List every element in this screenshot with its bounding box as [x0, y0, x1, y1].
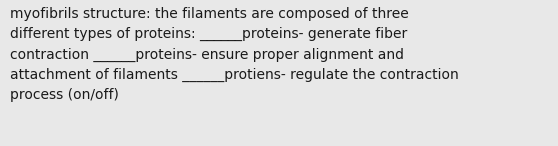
- Text: myofibrils structure: the filaments are composed of three
different types of pro: myofibrils structure: the filaments are …: [10, 7, 459, 102]
